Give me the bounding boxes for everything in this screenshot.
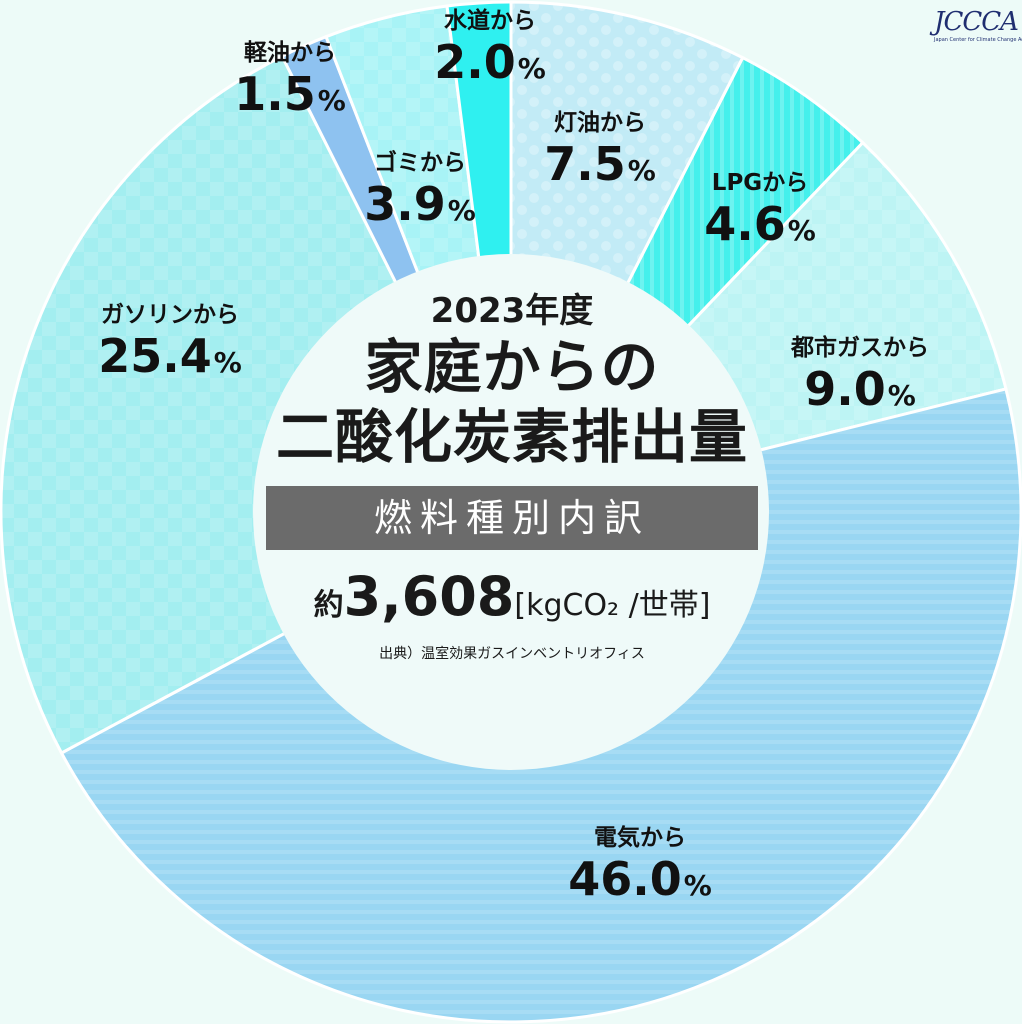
chart-title-line1: 家庭からの — [364, 333, 660, 401]
slice-value: 7.5% — [544, 137, 656, 191]
slice-label: 灯油から — [554, 110, 646, 136]
slice-value: 25.4% — [98, 329, 242, 383]
slice-value: 4.6% — [704, 197, 816, 251]
total-unit: [kgCO₂ /世帯] — [514, 588, 711, 623]
slice-label: LPGから — [712, 170, 808, 196]
chart-subtitle: 燃料種別内訳 — [373, 496, 650, 540]
slice-label: ガソリンから — [101, 302, 239, 328]
center-panel: 2023年度 家庭からの 二酸化炭素排出量 燃料種別内訳 約3,608[kgCO… — [262, 290, 762, 663]
slice-label: 都市ガスから — [790, 334, 929, 361]
slice-label: 軽油から — [244, 40, 336, 66]
jccca-logo: JCCCA Japan Center for Climate Change Ac… — [934, 7, 1022, 52]
slice-value: 3.9% — [364, 177, 476, 231]
source-note: 出典）温室効果ガスインベントリオフィス — [379, 646, 645, 662]
slice-value: 9.0% — [804, 362, 916, 416]
slice-value: 2.0% — [434, 35, 546, 89]
logo-subtext: Japan Center for Climate Change Actions — [934, 37, 1022, 43]
chart-year: 2023年度 — [430, 291, 594, 331]
slice-value: 1.5% — [234, 67, 346, 121]
subtitle-bar: 燃料種別内訳 — [266, 486, 758, 550]
logo-text: JCCCA — [934, 7, 1019, 37]
total-prefix: 約 — [313, 588, 344, 623]
slice-label: 電気から — [594, 824, 686, 851]
slice-label: 水道から — [444, 7, 536, 34]
slice-label: ゴミから — [374, 149, 466, 176]
chart-title-line2: 二酸化炭素排出量 — [275, 403, 748, 471]
slice-value: 46.0% — [568, 852, 712, 906]
total-row: 約3,608[kgCO₂ /世帯] — [262, 568, 762, 639]
total-value: 3,608 — [343, 565, 515, 628]
